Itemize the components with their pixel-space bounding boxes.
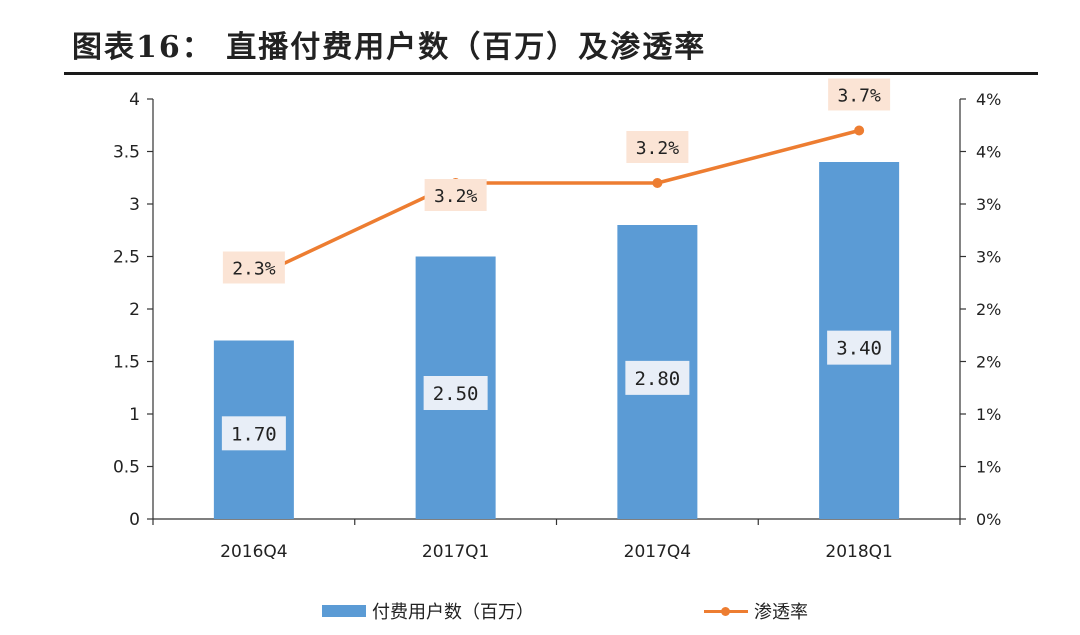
y-left-tick-label: 2 — [129, 300, 140, 320]
y-right-tick-label: 1% — [976, 458, 1001, 477]
bar-data-label-bg — [827, 330, 892, 365]
y-left-tick-label: 0.5 — [113, 458, 140, 478]
y-left-tick-label: 1.5 — [113, 353, 140, 373]
y-right-tick-label: 4% — [976, 90, 1001, 109]
line-path — [253, 128, 860, 280]
y-right-tick-label: 4% — [976, 143, 1001, 162]
bar-data-label: 3.40 — [836, 338, 882, 360]
y-left-tick-label: 3 — [129, 195, 140, 215]
bar-data-label: 1.70 — [231, 423, 277, 445]
y-left-tick-label: 4 — [129, 90, 140, 110]
line-data-label-bg — [424, 179, 487, 211]
y-right-tick-label: 1% — [976, 405, 1001, 424]
y-right-tick-label: 2% — [976, 353, 1001, 372]
line-data-label: 3.7% — [837, 86, 881, 107]
line-data-label: 3.2% — [636, 138, 680, 159]
y-right-tick-label: 2% — [976, 300, 1001, 319]
legend: 付费用户数（百万） 渗透率 — [0, 598, 1080, 628]
legend-item-bar: 付费用户数（百万） — [322, 598, 534, 624]
line-labels: 2.3% 3.2% 3.2% 3.7% — [222, 78, 891, 284]
bar-data-label: 2.50 — [433, 383, 479, 405]
line-data-label-bg — [828, 78, 891, 111]
legend-swatch-bar — [322, 605, 366, 617]
x-tick-label: 2017Q4 — [624, 542, 691, 562]
x-tick-label: 2017Q1 — [422, 542, 489, 562]
legend-item-line: 渗透率 — [704, 598, 808, 624]
line-series — [248, 125, 865, 283]
line-data-label: 3.2% — [434, 186, 478, 207]
line-data-label-bg — [222, 251, 285, 284]
y-left-tick-label: 1 — [129, 405, 140, 425]
line-point — [652, 178, 663, 188]
y-left-tick-label: 2.5 — [113, 248, 140, 268]
y-left-tick-label: 3.5 — [113, 143, 140, 163]
y-right-tick-label: 0% — [976, 510, 1001, 529]
y-left-tick-label: 0 — [129, 510, 140, 530]
legend-label-bar: 付费用户数（百万） — [372, 602, 534, 623]
y-right-tick-label: 3% — [976, 195, 1001, 214]
title-rule — [64, 72, 1038, 75]
bar-labels: 1.70 2.50 2.80 3.40 — [221, 330, 892, 451]
x-tick-labels: 2016Q4 2017Q1 2017Q4 2018Q1 — [220, 542, 893, 562]
bar-data-label-bg — [625, 360, 690, 395]
chart-title: 图表16： 直播付费用户数（百万）及渗透率 — [72, 30, 707, 65]
x-tick-label: 2016Q4 — [220, 542, 287, 562]
line-data-label: 2.3% — [232, 259, 276, 280]
bar-data-label-bg — [221, 416, 286, 451]
line-data-label-bg — [626, 131, 689, 163]
bar-data-label: 2.80 — [634, 368, 680, 390]
legend-swatch-line — [704, 605, 748, 617]
chart-svg: 0 0.5 1 1.5 2 2.5 3 3.5 4 0% 1% 1% 2% 2% 3% 3% 4% 4% 1.70… — [113, 78, 1001, 562]
bars — [213, 162, 900, 519]
y-right-tick-label: 3% — [976, 248, 1001, 267]
x-tick-label: 2018Q1 — [825, 542, 892, 562]
bar-data-label-bg — [423, 376, 488, 410]
legend-label-line: 渗透率 — [754, 602, 808, 623]
line-point — [854, 125, 865, 136]
